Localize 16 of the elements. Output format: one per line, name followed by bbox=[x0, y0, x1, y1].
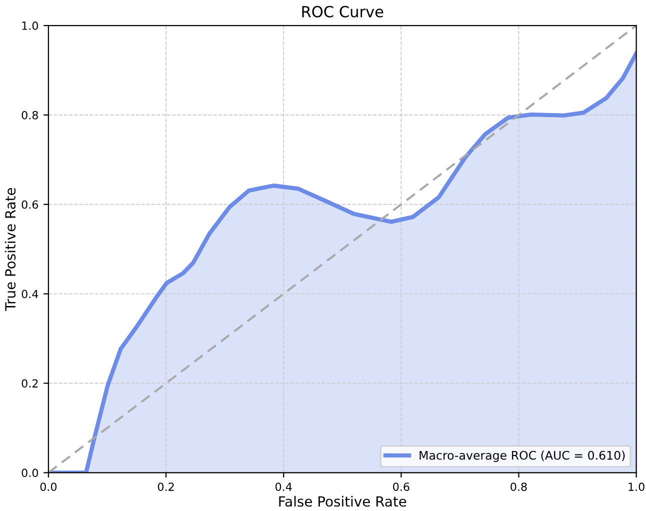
y-tick-label: 0.8 bbox=[22, 110, 38, 120]
x-axis-title: False Positive Rate bbox=[279, 496, 406, 507]
legend-label: Macro-average ROC (AUC = 0.610) bbox=[420, 450, 625, 462]
y-tick-label: 0.6 bbox=[22, 200, 38, 209]
x-tick-label: 0.4 bbox=[275, 482, 292, 491]
y-tick-label: 1.0 bbox=[22, 22, 38, 30]
y-tick-label: 0.4 bbox=[22, 290, 38, 298]
y-tick-label: 0.0 bbox=[22, 468, 38, 478]
y-tick-label: 0.2 bbox=[22, 379, 38, 388]
x-tick-label: 1.0 bbox=[628, 482, 644, 491]
y-axis-title: True Positive Rate bbox=[4, 188, 16, 311]
x-tick-label: 0.6 bbox=[393, 482, 410, 491]
x-tick-label: 0.8 bbox=[510, 482, 527, 491]
chart-title: ROC Curve bbox=[302, 6, 384, 18]
x-tick-label: 0.2 bbox=[158, 482, 174, 491]
x-tick-label: 0.0 bbox=[40, 482, 57, 491]
